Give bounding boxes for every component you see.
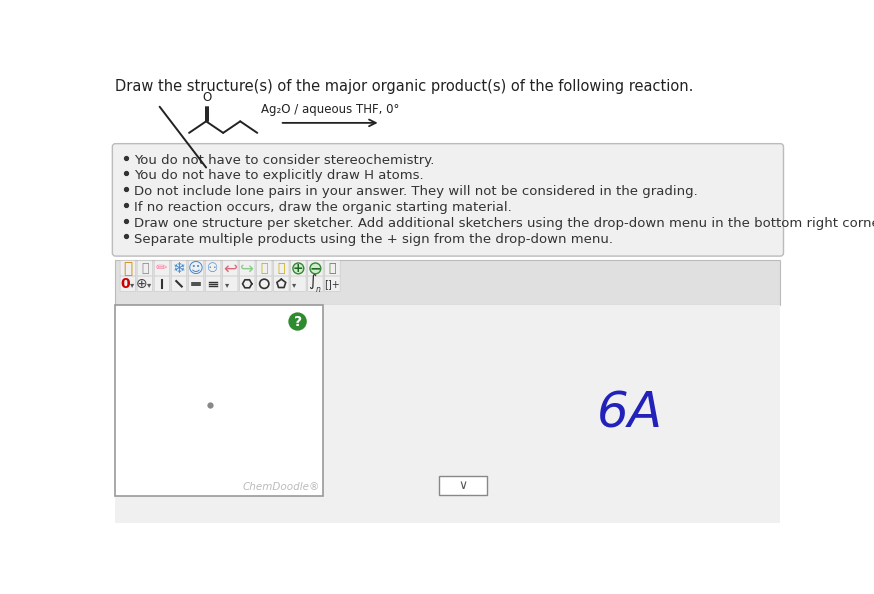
Text: ChemDoodle®: ChemDoodle®	[243, 482, 320, 492]
Bar	[323, 305, 780, 495]
Text: If no reaction occurs, draw the organic starting material.: If no reaction occurs, draw the organic …	[134, 201, 512, 214]
Text: ?: ?	[294, 315, 302, 329]
FancyBboxPatch shape	[256, 261, 272, 276]
FancyBboxPatch shape	[137, 276, 153, 292]
Circle shape	[310, 263, 321, 274]
Text: ❄: ❄	[173, 261, 185, 276]
FancyBboxPatch shape	[290, 276, 306, 292]
Text: 🎨: 🎨	[329, 262, 336, 275]
Text: ▾: ▾	[129, 280, 134, 289]
FancyBboxPatch shape	[188, 276, 204, 292]
Text: O: O	[202, 91, 212, 105]
Text: Ag₂O / aqueous THF, 0°: Ag₂O / aqueous THF, 0°	[261, 103, 399, 116]
Text: ✏: ✏	[156, 261, 168, 276]
FancyBboxPatch shape	[120, 276, 135, 292]
Text: ✋: ✋	[123, 261, 133, 276]
Bar	[115, 260, 780, 305]
Text: Draw one structure per sketcher. Add additional sketchers using the drop-down me: Draw one structure per sketcher. Add add…	[134, 217, 874, 230]
FancyBboxPatch shape	[308, 276, 323, 292]
FancyBboxPatch shape	[171, 276, 187, 292]
Circle shape	[293, 263, 304, 274]
Text: Draw the structure(s) of the major organic product(s) of the following reaction.: Draw the structure(s) of the major organ…	[115, 79, 694, 94]
FancyBboxPatch shape	[205, 276, 221, 292]
Text: 6A: 6A	[597, 390, 663, 438]
FancyBboxPatch shape	[222, 276, 238, 292]
FancyBboxPatch shape	[290, 261, 306, 276]
Text: ☺: ☺	[188, 261, 204, 276]
Text: ▾: ▾	[292, 280, 296, 289]
Text: ↪: ↪	[240, 260, 254, 277]
FancyBboxPatch shape	[222, 261, 238, 276]
FancyBboxPatch shape	[308, 261, 323, 276]
Text: 📋: 📋	[260, 262, 268, 275]
FancyBboxPatch shape	[325, 276, 340, 292]
FancyBboxPatch shape	[154, 276, 170, 292]
Text: ↩: ↩	[223, 260, 237, 277]
Bar	[439, 476, 488, 495]
FancyBboxPatch shape	[274, 276, 289, 292]
FancyBboxPatch shape	[113, 144, 783, 256]
FancyBboxPatch shape	[239, 276, 255, 292]
Text: You do not have to consider stereochemistry.: You do not have to consider stereochemis…	[134, 154, 434, 167]
Text: ⊕: ⊕	[136, 277, 148, 291]
Text: Do not include lone pairs in your answer. They will not be considered in the gra: Do not include lone pairs in your answer…	[134, 185, 697, 198]
Text: Separate multiple products using the + sign from the drop-down menu.: Separate multiple products using the + s…	[134, 233, 613, 245]
FancyBboxPatch shape	[239, 261, 255, 276]
Text: ⚇: ⚇	[207, 262, 218, 275]
Text: 🔒: 🔒	[141, 262, 149, 275]
Text: 0: 0	[120, 277, 129, 291]
Text: ▾: ▾	[147, 280, 151, 289]
FancyBboxPatch shape	[205, 261, 221, 276]
FancyBboxPatch shape	[171, 261, 187, 276]
Text: −: −	[309, 261, 322, 276]
Bar	[115, 305, 323, 495]
Text: ▾: ▾	[225, 280, 229, 289]
Text: +: +	[293, 262, 303, 275]
FancyBboxPatch shape	[274, 261, 289, 276]
FancyBboxPatch shape	[256, 276, 272, 292]
Text: $\int_n$: $\int_n$	[309, 273, 323, 295]
Text: []+: []+	[324, 279, 340, 289]
Text: ∨: ∨	[459, 479, 468, 492]
FancyBboxPatch shape	[325, 261, 340, 276]
Circle shape	[289, 313, 306, 330]
Text: 📁: 📁	[278, 262, 285, 275]
FancyBboxPatch shape	[137, 261, 153, 276]
Bar	[115, 495, 780, 523]
FancyBboxPatch shape	[188, 261, 204, 276]
FancyBboxPatch shape	[120, 261, 135, 276]
FancyBboxPatch shape	[154, 261, 170, 276]
Text: You do not have to explicitly draw H atoms.: You do not have to explicitly draw H ato…	[134, 169, 424, 182]
